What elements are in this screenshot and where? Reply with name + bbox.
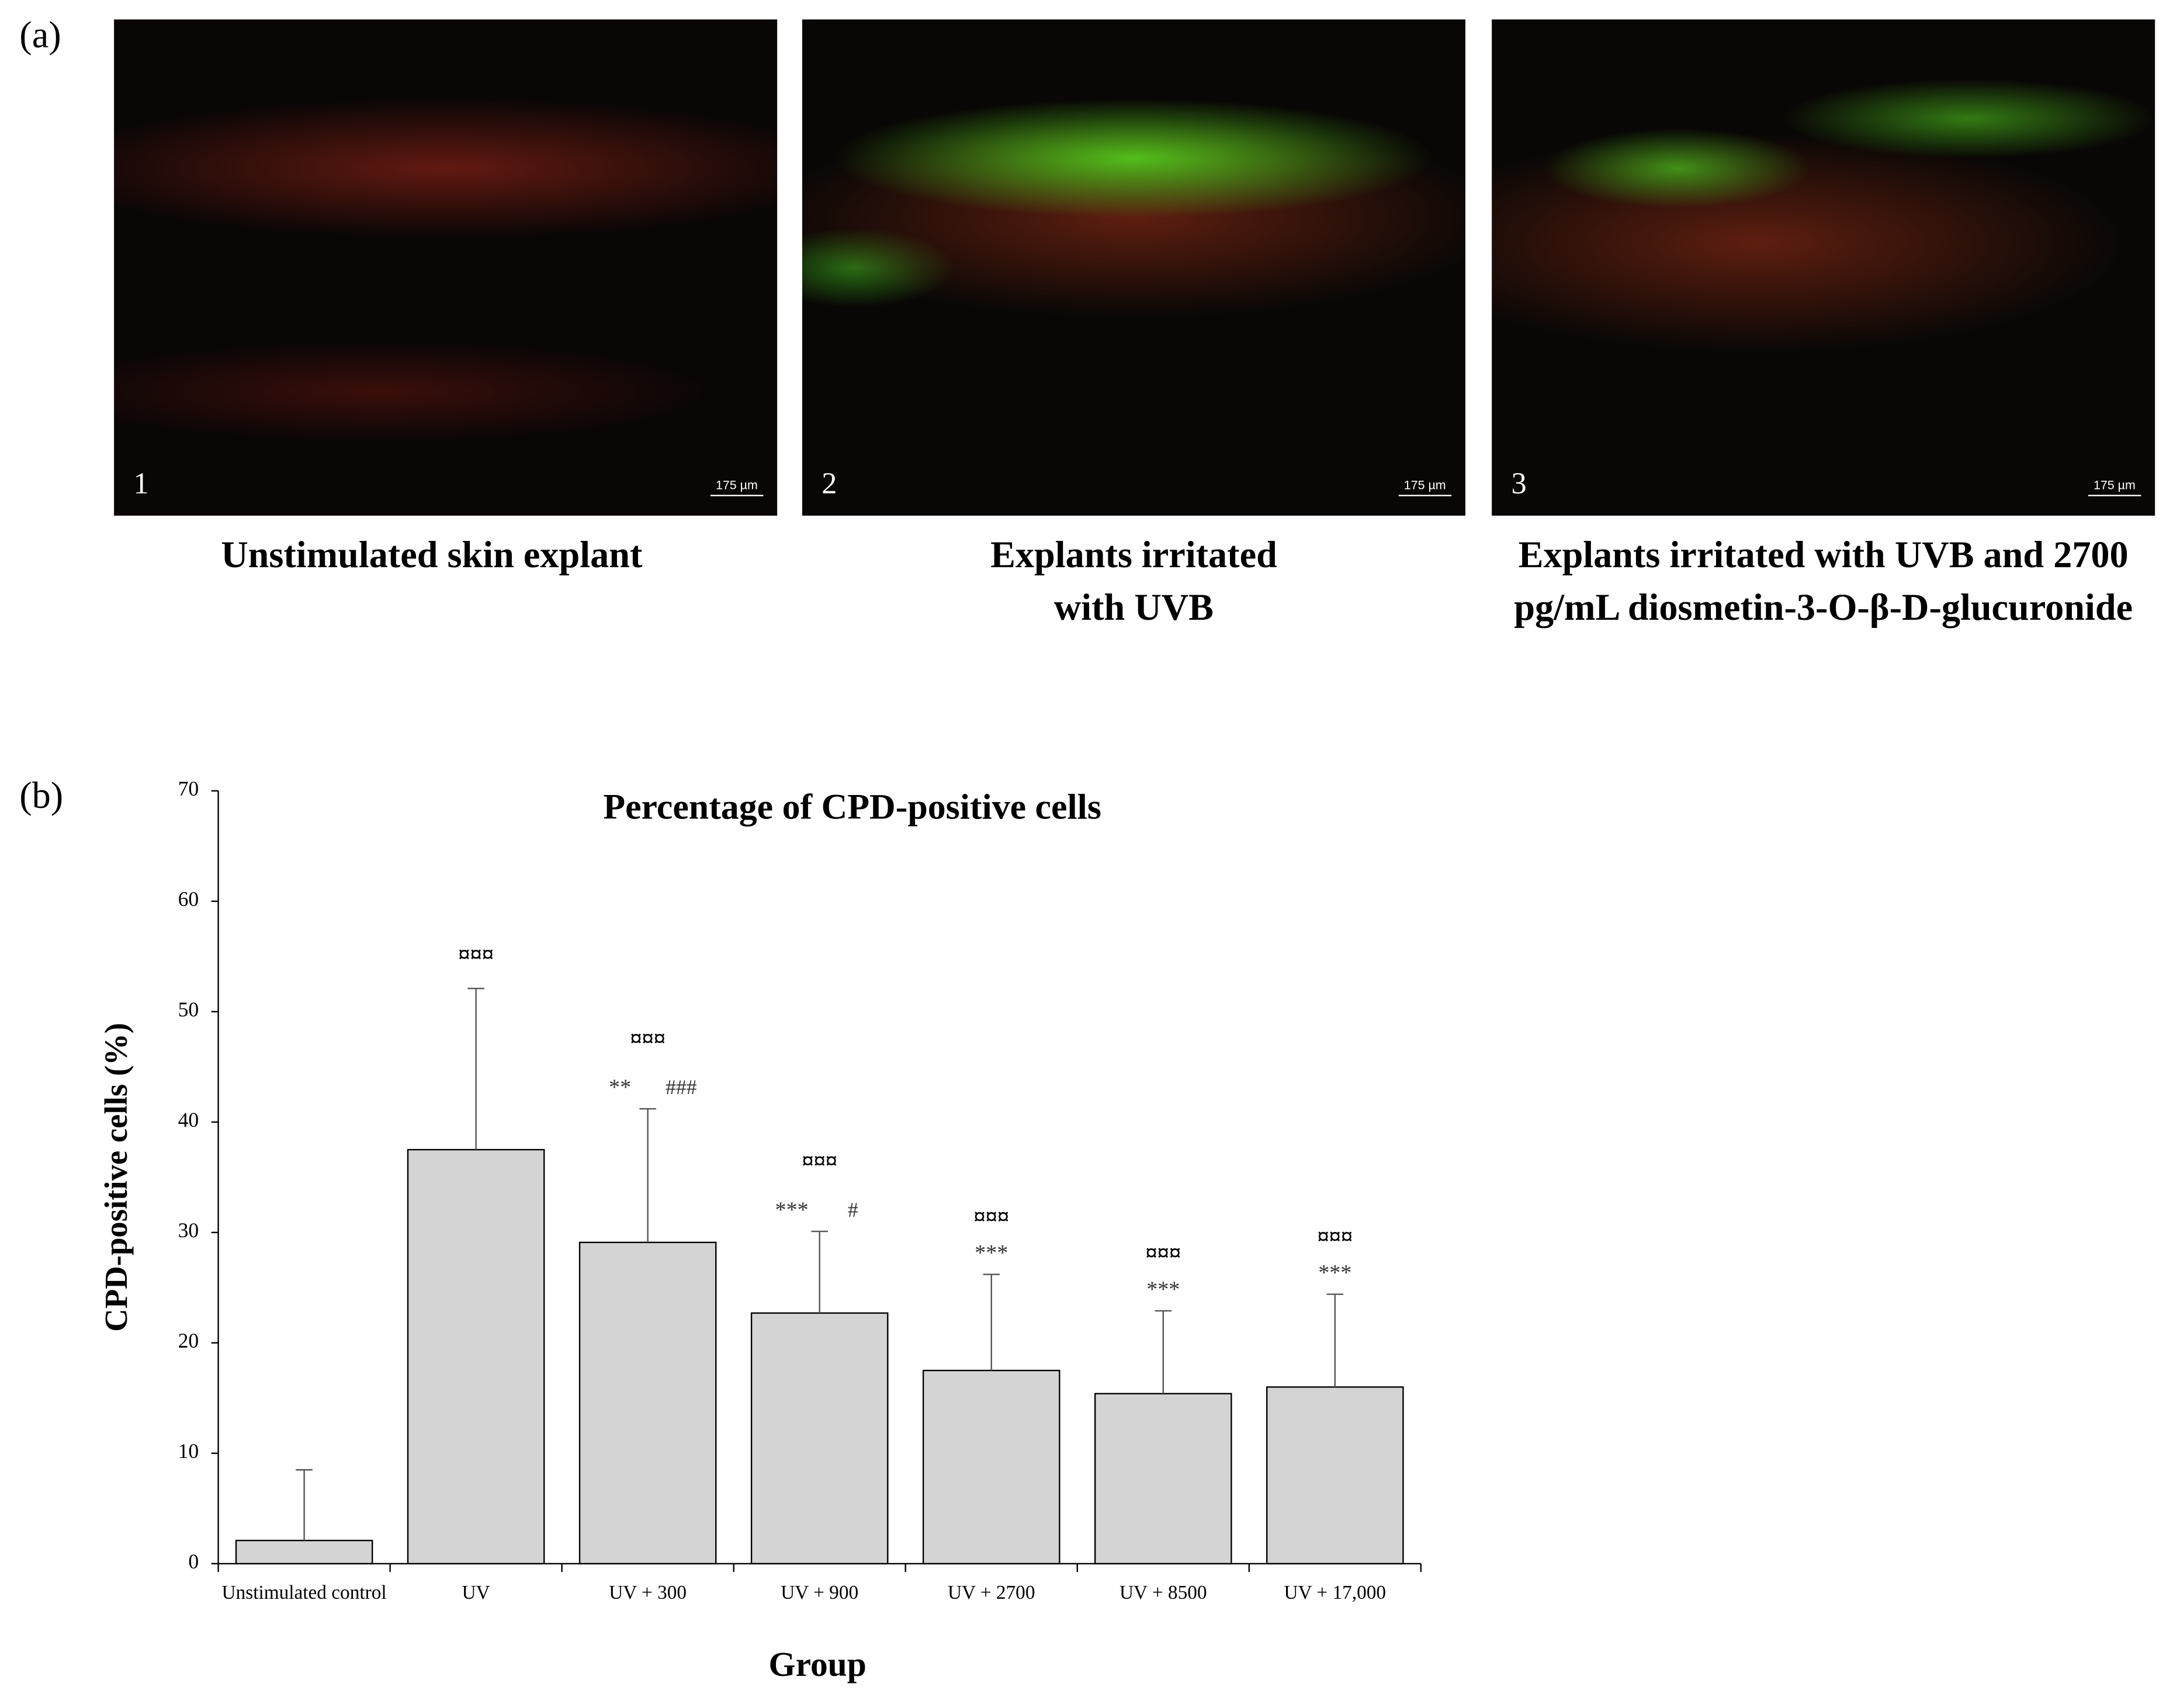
scale-bar: 175 µm [710, 478, 764, 497]
significance-stars: ** [609, 1075, 631, 1100]
bar [407, 1148, 545, 1565]
significance-symbol: ¤¤¤ [973, 1203, 1009, 1230]
significance-symbol: ¤¤¤ [458, 941, 494, 967]
y-tick-label: 70 [178, 777, 199, 800]
bar [1266, 1386, 1404, 1565]
image-number: 1 [133, 466, 149, 501]
y-tick-label: 50 [178, 998, 199, 1021]
significance-symbol: ¤¤¤ [630, 1025, 666, 1051]
bar [922, 1369, 1060, 1565]
significance-symbol: ¤¤¤ [1145, 1240, 1181, 1266]
scale-bar: 175 µm [1398, 478, 1452, 497]
image-number: 2 [822, 466, 837, 501]
caption: Unstimulated skin explant [221, 533, 643, 576]
x-tick-label: UV + 300 [609, 1582, 687, 1603]
micrograph: 1 175 µm [114, 19, 778, 516]
significance-hashes: ### [666, 1075, 697, 1099]
bar [750, 1312, 889, 1565]
y-axis-label: CPD-positive cells (%) [98, 1023, 134, 1332]
significance-stars: *** [775, 1197, 809, 1222]
y-tick-label: 10 [178, 1439, 199, 1463]
caption: Explants irritated with UVB and 2700 pg/… [1514, 533, 2133, 629]
x-tick-label: Unstimulated control [222, 1582, 387, 1603]
significance-symbol: ¤¤¤ [1317, 1223, 1353, 1249]
image-number: 3 [1511, 466, 1527, 501]
significance-stars: *** [1146, 1277, 1180, 1302]
bar [578, 1241, 717, 1565]
significance-symbol: ¤¤¤ [802, 1148, 837, 1174]
x-axis-label: Group [768, 1645, 866, 1683]
y-tick-label: 40 [178, 1108, 199, 1131]
y-tick-label: 60 [178, 887, 199, 911]
bar [235, 1540, 373, 1565]
panel-label: (b) [19, 775, 63, 816]
panel-label: (a) [19, 13, 61, 56]
x-tick-label: UV + 900 [781, 1582, 858, 1603]
caption: Explants irritated with UVB [990, 533, 1277, 629]
micrograph: 2 175 µm [802, 19, 1465, 516]
significance-stars: *** [975, 1241, 1008, 1265]
significance-stars: *** [1318, 1261, 1351, 1285]
x-tick-label: UV + 2700 [948, 1582, 1035, 1603]
x-tick-label: UV + 17,000 [1284, 1582, 1386, 1603]
y-tick-label: 0 [188, 1550, 199, 1573]
micrograph: 3 175 µm [1492, 19, 2155, 516]
scale-bar: 175 µm [2088, 478, 2141, 497]
significance-hashes: # [848, 1198, 858, 1221]
y-tick-label: 20 [178, 1329, 199, 1352]
y-tick-label: 30 [178, 1218, 199, 1242]
chart-title: Percentage of CPD-positive cells [603, 787, 1101, 827]
bar [1094, 1393, 1232, 1565]
x-tick-label: UV + 8500 [1120, 1582, 1207, 1603]
x-tick-label: UV [462, 1582, 490, 1603]
